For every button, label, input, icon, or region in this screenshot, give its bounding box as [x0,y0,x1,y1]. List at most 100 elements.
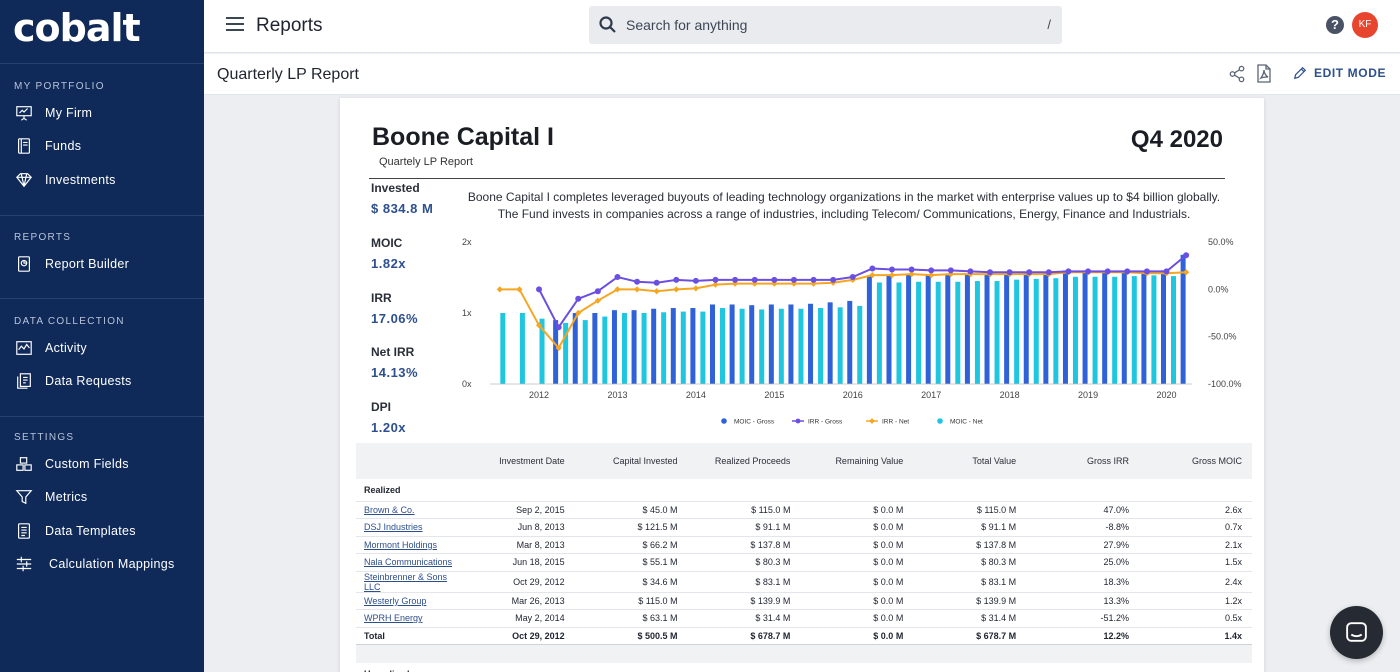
sidebar-item-label: Custom Fields [45,456,129,471]
pencil-icon [1293,66,1307,80]
sidebar-item-activity[interactable]: Activity [0,331,204,365]
bar-moic-gross [651,308,657,384]
cell-total-value: $ 139.9 M [913,592,1027,610]
metric-irr: IRR 17.06% [371,291,418,326]
avatar[interactable]: KF [1352,12,1378,38]
column-header [356,443,465,479]
share-icon[interactable] [1228,65,1246,83]
bar-moic-gross [1043,271,1049,384]
search-input[interactable] [626,15,1026,35]
performance-chart: 0x 1x 2x 50.0% 0.0% -50.0% -100.0% 2012 2013 2014… [462,237,1242,426]
cell-company[interactable]: Steinbrenner & Sons LLC [356,571,465,593]
topbar: Reports / ? KF [204,0,1400,53]
sidebar-item-report-builder[interactable]: Report Builder [0,247,204,281]
cell-company[interactable]: WPRH Energy [356,609,465,628]
cell-company[interactable]: Mormont Holdings [356,536,465,554]
pdf-icon[interactable] [1256,64,1272,83]
sidebar-item-funds[interactable]: Funds [0,130,204,164]
sidebar-item-calculation-mappings[interactable]: Calculation Mappings [0,548,204,582]
line-irr-gross [538,254,1187,330]
cell-capital-invested: $ 55.1 M [574,553,688,572]
point-irr-gross [947,267,954,274]
x-tick-label: 2013 [607,390,627,400]
cell-remaining-value: $ 0.0 M [800,571,914,593]
bar-moic-gross [1023,272,1029,384]
column-header[interactable]: Gross MOIC [1139,443,1252,479]
sidebar-divider [0,215,204,216]
point-irr-gross [634,278,641,285]
sidebar-item-label: Data Requests [45,374,132,389]
metric-value: 17.06% [371,311,419,326]
bar-moic-gross [1141,271,1147,384]
bar-moic-net [857,305,863,384]
report-toolbar: Quarterly LP Report EDIT MODE [204,54,1400,95]
legend-entry: MOIC - Gross [734,419,775,426]
cell-gross-irr: 13.3% [1026,592,1140,610]
point-irr-gross [1026,269,1033,276]
search-bar[interactable]: / [589,6,1062,44]
column-header[interactable]: Remaining Value [800,443,914,479]
report-quarter: Q4 2020 [1130,126,1223,153]
column-header[interactable]: Gross IRR [1026,443,1140,479]
cell-company[interactable]: DSJ Industries [356,518,465,537]
point-irr-gross [869,265,876,272]
bar-moic-gross [1102,271,1108,384]
cell-company[interactable]: Nala Communications [356,553,465,572]
sidebar-item-data-requests[interactable]: Data Requests [0,365,204,399]
menu-icon[interactable] [226,17,244,31]
cell-company[interactable]: Westerly Group [356,592,465,610]
point-irr-gross [790,276,797,283]
sidebar-item-investments[interactable]: Investments [0,163,204,197]
edit-mode-button[interactable]: EDIT MODE [1293,66,1386,80]
point-irr-gross [1104,268,1111,275]
bar-moic-net [1171,276,1177,384]
point-irr-gross [810,276,817,283]
table-row: Nala Communications Jun 18, 2015 $ 55.1 M $… [356,553,1252,572]
cobalt-logo[interactable]: cobalt [13,6,141,50]
diamond-icon [14,171,34,189]
cell-capital-invested: $ 45.0 M [574,501,688,519]
column-header[interactable]: Capital Invested [574,443,688,479]
help-icon[interactable]: ? [1326,16,1344,34]
table-row: Steinbrenner & Sons LLC Oct 29, 2012 $ 34.… [356,571,1252,593]
metric-value: 14.13% [371,365,419,380]
bar-moic-gross [690,308,696,384]
bar-moic-gross [984,273,990,384]
point-irr-gross [751,276,758,283]
cell-company[interactable]: Brown & Co. [356,501,465,519]
x-tick-label: 2012 [529,390,549,400]
bar-moic-net [739,308,745,384]
sidebar-item-label: Funds [45,139,82,154]
sidebar-item-data-templates[interactable]: Data Templates [0,514,204,548]
y-right-tick-label: -100.0% [1208,379,1242,389]
bar-moic-gross [1161,270,1167,384]
column-header[interactable]: Total Value [913,443,1027,479]
point-irr-gross [555,324,562,331]
chat-button[interactable] [1330,606,1383,659]
bar-moic-gross [749,305,755,384]
point-irr-gross [1183,252,1190,259]
bar-moic-net [539,318,545,384]
sidebar-section-data-collection: DATA COLLECTION Activity Data Requests [0,313,204,398]
page-title: Reports [256,15,323,36]
y-left-tick-label: 2x [462,237,472,247]
column-header[interactable]: Investment Date [464,443,575,479]
sidebar-item-custom-fields[interactable]: Custom Fields [0,447,204,481]
cell-remaining-value: $ 0.0 M [800,536,914,554]
point-irr-gross [908,266,915,273]
bar-moic-net [974,281,980,384]
point-irr-gross [888,266,895,273]
report-title: Quarterly LP Report [217,66,359,83]
cell-capital-invested: $ 115.0 M [574,592,688,610]
chat-icon [1346,622,1367,642]
bar-moic-net [1053,278,1059,384]
sidebar-item-my-firm[interactable]: My Firm [0,96,204,130]
bar-moic-gross [768,304,774,384]
bar-moic-net [916,281,922,384]
metric-value: 1.20x [371,420,407,435]
bar-moic-gross [670,308,676,384]
cell-realized-proceeds: $ 83.1 M [687,571,801,593]
column-header[interactable]: Realized Proceeds [687,443,801,479]
sidebar-item-metrics[interactable]: Metrics [0,481,204,515]
cell-investment-date: Jun 18, 2015 [464,553,575,572]
